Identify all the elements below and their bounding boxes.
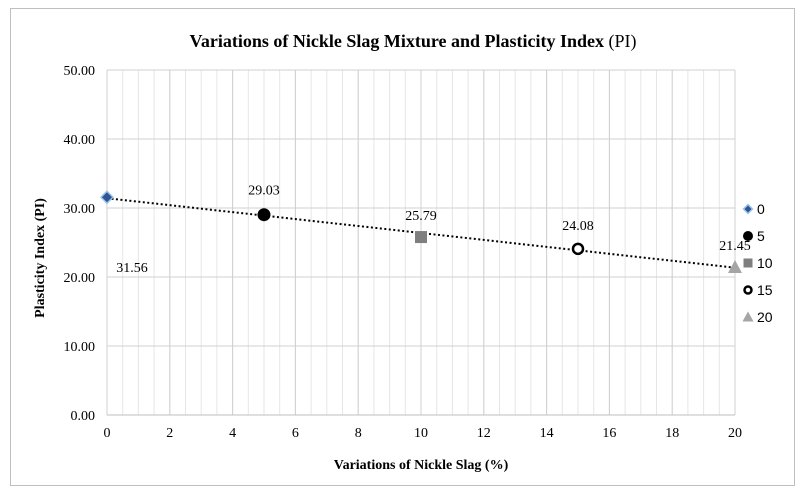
- data-point-10: [415, 231, 427, 244]
- data-point-5: [257, 208, 271, 222]
- x-tick-label: 0: [104, 426, 111, 441]
- y-tick-label: 40.00: [64, 133, 96, 148]
- y-tick-label: 30.00: [64, 202, 96, 217]
- x-tick-label: 4: [229, 426, 236, 441]
- axes: 0 2 4 6 8 10 12 14 16 18 20 0.00 10.00 20.00 30.00 40.0…: [64, 64, 743, 441]
- x-tick-label: 16: [602, 426, 616, 441]
- data-point-15: [571, 242, 585, 256]
- legend-marker-10: [743, 258, 753, 268]
- x-tick-label: 8: [355, 426, 362, 441]
- data-label-0: 31.56: [116, 261, 148, 276]
- legend-marker-5: [743, 231, 753, 241]
- data-label-5: 29.03: [248, 184, 280, 199]
- legend: 0 5 10 15 20: [742, 201, 773, 325]
- y-tick-label: 10.00: [64, 340, 96, 355]
- chart-frame: [10, 8, 795, 486]
- legend-label-20: 20: [757, 309, 773, 325]
- data-label-20: 21.45: [719, 239, 751, 254]
- data-markers: [99, 190, 742, 273]
- legend-label-15: 15: [757, 282, 773, 298]
- chart-title-main: Variations of Nickle Slag Mixture and Pl…: [189, 31, 608, 51]
- legend-marker-15: [743, 285, 753, 295]
- data-point-20: [728, 259, 742, 273]
- legend-marker-20: [742, 311, 754, 322]
- chart-title: Variations of Nickle Slag Mixture and Pl…: [189, 31, 636, 52]
- data-point-0: [99, 190, 115, 205]
- chart-title-paren: (PI): [609, 31, 637, 52]
- legend-label-10: 10: [757, 255, 773, 271]
- grid-lines: [106, 69, 736, 416]
- x-axis-title: Variations of Nickle Slag (%): [334, 458, 509, 473]
- y-tick-label: 0.00: [71, 409, 96, 424]
- data-label-10: 25.79: [405, 209, 437, 224]
- y-tick-label: 20.00: [64, 271, 96, 286]
- y-tick-label: 50.00: [64, 64, 96, 79]
- x-tick-label: 20: [728, 426, 742, 441]
- x-tick-label: 6: [292, 426, 299, 441]
- legend-label-5: 5: [757, 228, 765, 244]
- data-label-15: 24.08: [562, 219, 594, 234]
- x-tick-label: 14: [540, 426, 554, 441]
- legend-label-0: 0: [757, 201, 765, 217]
- data-labels: 31.56 29.03 25.79 24.08 21.45: [116, 184, 751, 277]
- legend-marker-0: [742, 203, 754, 215]
- x-tick-label: 12: [477, 426, 491, 441]
- y-axis-title: Plasticity Index (PI): [33, 198, 48, 318]
- x-tick-label: 10: [414, 426, 428, 441]
- x-tick-label: 2: [166, 426, 173, 441]
- x-tick-label: 18: [665, 426, 679, 441]
